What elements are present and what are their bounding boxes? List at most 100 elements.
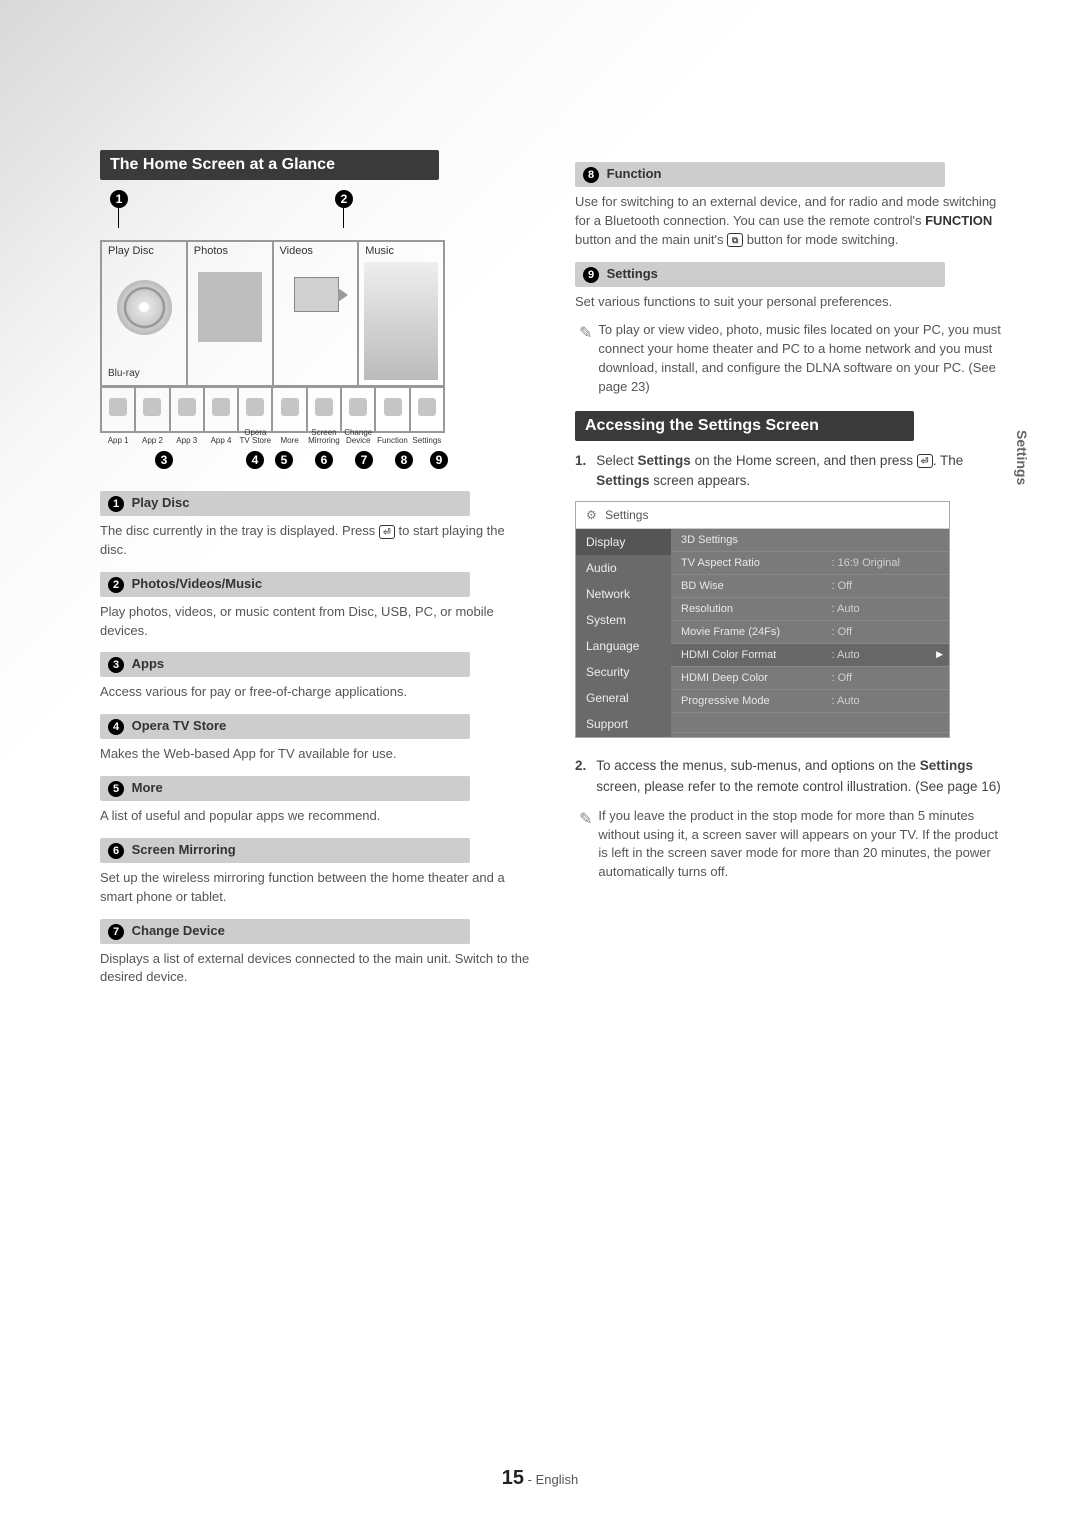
app-icon — [178, 398, 196, 416]
note-icon: ✎ — [579, 808, 592, 882]
app-label: Settings — [411, 437, 443, 445]
settings-side-item: Display — [576, 529, 671, 555]
settings-side-item: Language — [576, 633, 671, 659]
app-label: App 4 — [205, 437, 237, 445]
app-cell: App 1 — [101, 387, 135, 432]
photo-icon — [198, 272, 262, 342]
settings-key: Movie Frame (24Fs) — [681, 626, 832, 638]
app-cell: App 2 — [135, 387, 169, 432]
hs-videos: Videos — [273, 241, 359, 386]
callout-desc: The disc currently in the tray is displa… — [100, 522, 535, 560]
settings-val — [832, 534, 940, 546]
callout-num: 2 — [108, 577, 124, 593]
callout-num: 5 — [108, 781, 124, 797]
note-icon: ✎ — [579, 322, 592, 396]
callout-num: 9 — [583, 267, 599, 283]
marker-9: 9 — [430, 451, 448, 469]
settings-row: HDMI Deep Color: Off — [671, 667, 949, 690]
callout-label: Function — [607, 166, 662, 181]
enter-button-icon: ⏎ — [379, 525, 395, 539]
app-cell: More — [272, 387, 306, 432]
settings-val: : 16:9 Original — [832, 557, 940, 569]
app-icon — [315, 398, 333, 416]
callout-desc: Set up the wireless mirroring function b… — [100, 869, 535, 907]
app-icon — [109, 398, 127, 416]
step-1: 1. Select Settings on the Home screen, a… — [575, 451, 1010, 492]
settings-key: HDMI Deep Color — [681, 672, 832, 684]
callout-bar: 9 Settings — [575, 262, 945, 287]
callout-bar: 7 Change Device — [100, 919, 470, 944]
callout-num: 6 — [108, 843, 124, 859]
app-icon — [281, 398, 299, 416]
page-footer: 15 - English — [0, 1467, 1080, 1490]
callout-bar: 6 Screen Mirroring — [100, 838, 470, 863]
settings-side-item: Audio — [576, 555, 671, 581]
manual-page: Settings The Home Screen at a Glance 1 2… — [0, 0, 1080, 1532]
callout-label: Change Device — [132, 923, 225, 938]
settings-key: TV Aspect Ratio — [681, 557, 832, 569]
right-column: 8 FunctionUse for switching to an extern… — [575, 150, 1010, 995]
app-cell: Function — [375, 387, 409, 432]
settings-table: 3D Settings TV Aspect Ratio: 16:9 Origina… — [671, 529, 949, 737]
settings-panel: ⚙ Settings DisplayAudioNetworkSystemLang… — [575, 501, 950, 738]
marker-4: 4 — [246, 451, 264, 469]
hs-photos: Photos — [187, 241, 273, 386]
callout-num: 1 — [108, 496, 124, 512]
callout-bar: 8 Function — [575, 162, 945, 187]
app-label: App 2 — [136, 437, 168, 445]
settings-side-item: Security — [576, 659, 671, 685]
callout-num: 7 — [108, 924, 124, 940]
marker-3: 3 — [155, 451, 173, 469]
settings-val: : Off — [832, 672, 940, 684]
source-button-icon: ⧉ — [727, 233, 743, 247]
settings-side-item: System — [576, 607, 671, 633]
hs-music: Music — [358, 241, 444, 386]
callout-bar: 3 Apps — [100, 652, 470, 677]
step-2: 2. To access the menus, sub-menus, and o… — [575, 756, 1010, 797]
callout-label: Settings — [607, 266, 658, 281]
home-apps-row: App 1App 2App 3App 4Opera TV StoreMoreSc… — [101, 386, 444, 432]
marker-6: 6 — [315, 451, 333, 469]
app-cell: Screen Mirroring — [307, 387, 341, 432]
app-label: Opera TV Store — [239, 429, 271, 445]
callout-label: More — [132, 780, 163, 795]
app-icon — [384, 398, 402, 416]
marker-2: 2 — [335, 190, 353, 208]
app-cell: App 4 — [204, 387, 238, 432]
hs-play-disc: Play Disc Blu-ray — [101, 241, 187, 386]
app-cell: Opera TV Store — [238, 387, 272, 432]
app-icon — [143, 398, 161, 416]
app-icon — [349, 398, 367, 416]
settings-row: HDMI Color Format: Auto — [671, 644, 949, 667]
app-label: More — [273, 437, 305, 445]
section-title-accessing: Accessing the Settings Screen — [575, 411, 914, 441]
callout-bar: 5 More — [100, 776, 470, 801]
callout-num: 4 — [108, 719, 124, 735]
callout-bar: 1 Play Disc — [100, 491, 470, 516]
callout-num: 8 — [583, 167, 599, 183]
marker-7: 7 — [355, 451, 373, 469]
settings-key: 3D Settings — [681, 534, 832, 546]
settings-row: BD Wise: Off — [671, 575, 949, 598]
app-label: Screen Mirroring — [308, 429, 340, 445]
settings-row: 3D Settings — [671, 529, 949, 552]
app-icon — [246, 398, 264, 416]
settings-val: : Auto — [832, 695, 940, 707]
settings-sidebar: DisplayAudioNetworkSystemLanguageSecurit… — [576, 529, 671, 737]
settings-panel-title: ⚙ Settings — [576, 502, 949, 529]
settings-key: Resolution — [681, 603, 832, 615]
callout-label: Photos/Videos/Music — [132, 576, 263, 591]
bottom-markers: 3 4 5 6 7 8 9 — [100, 451, 535, 479]
callout-label: Apps — [132, 656, 165, 671]
settings-key: HDMI Color Format — [681, 649, 832, 661]
section-title-home: The Home Screen at a Glance — [100, 150, 439, 180]
app-label: Function — [376, 437, 408, 445]
callout-desc: Access various for pay or free-of-charge… — [100, 683, 535, 702]
settings-val: : Auto — [832, 649, 940, 661]
app-cell: App 3 — [170, 387, 204, 432]
marker-1: 1 — [110, 190, 128, 208]
marker-5: 5 — [275, 451, 293, 469]
callout-bar: 2 Photos/Videos/Music — [100, 572, 470, 597]
callout-desc: Makes the Web-based App for TV available… — [100, 745, 535, 764]
enter-button-icon: ⏎ — [917, 454, 933, 468]
